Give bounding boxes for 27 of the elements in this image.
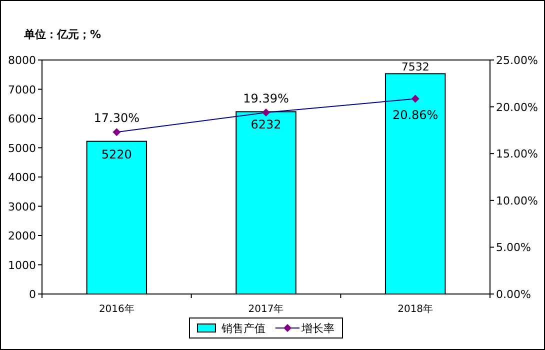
y-tick-label: 6000 (8, 112, 36, 126)
data-label: 20.86% (392, 108, 438, 122)
x-tick-label: 2017年 (248, 303, 284, 315)
legend-label: 增长率 (300, 322, 334, 335)
y-tick-label: 8000 (8, 54, 36, 67)
legend-label: 销售产值 (220, 322, 266, 335)
y-tick-label: 2000 (8, 230, 36, 242)
y2-tick-label: 0.00% (496, 288, 531, 301)
y-tick-label: 0 (29, 288, 36, 301)
y-tick-label: 1000 (8, 258, 36, 272)
text: 单位：亿元；% (23, 28, 102, 41)
x-tick-label: 2018年 (398, 303, 434, 315)
y2-tick-label: 20.00% (496, 100, 538, 114)
y2-tick-label: 25.00% (496, 54, 538, 67)
data-label: 7532 (401, 60, 430, 74)
y2-tick-label: 15.00% (496, 148, 538, 161)
data-label: 5220 (101, 147, 132, 162)
y-tick-label: 3000 (8, 200, 36, 214)
y2-tick-label: 10.00% (496, 194, 538, 208)
data-label: 17.30% (94, 111, 140, 126)
y-tick-label: 7000 (8, 83, 36, 96)
data-label: 6232 (250, 118, 282, 132)
y2-tick-label: 5.00% (496, 241, 531, 254)
y-tick-label: 4000 (8, 171, 36, 184)
x-tick-label: 2016年 (98, 303, 134, 315)
y-tick-label: 5000 (8, 142, 36, 155)
data-label: 19.39% (243, 92, 289, 106)
